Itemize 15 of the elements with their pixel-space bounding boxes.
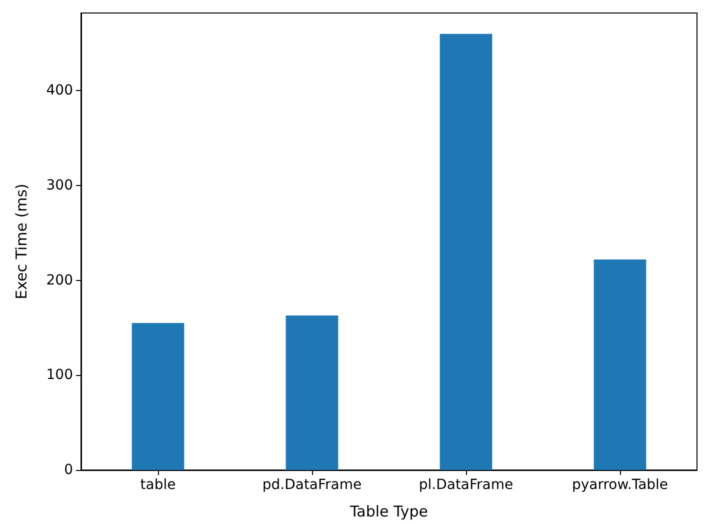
bar (132, 323, 184, 470)
y-tick-label: 400 (46, 82, 73, 99)
x-tick-label: table (140, 477, 176, 493)
x-tick-label: pl.DataFrame (418, 477, 514, 493)
y-axis-title: Exec Time (ms) (12, 184, 30, 300)
bar (440, 34, 492, 470)
x-tick-label: pyarrow.Table (572, 477, 668, 493)
x-tick-label: pd.DataFrame (262, 477, 362, 493)
y-tick-label: 100 (46, 367, 73, 384)
y-tick-label: 300 (46, 178, 73, 194)
bar (286, 315, 338, 470)
y-tick-label: 200 (46, 272, 73, 288)
y-tick-label: 0 (64, 462, 73, 478)
x-axis-title: Table Type (348, 502, 428, 520)
bar (594, 260, 646, 470)
